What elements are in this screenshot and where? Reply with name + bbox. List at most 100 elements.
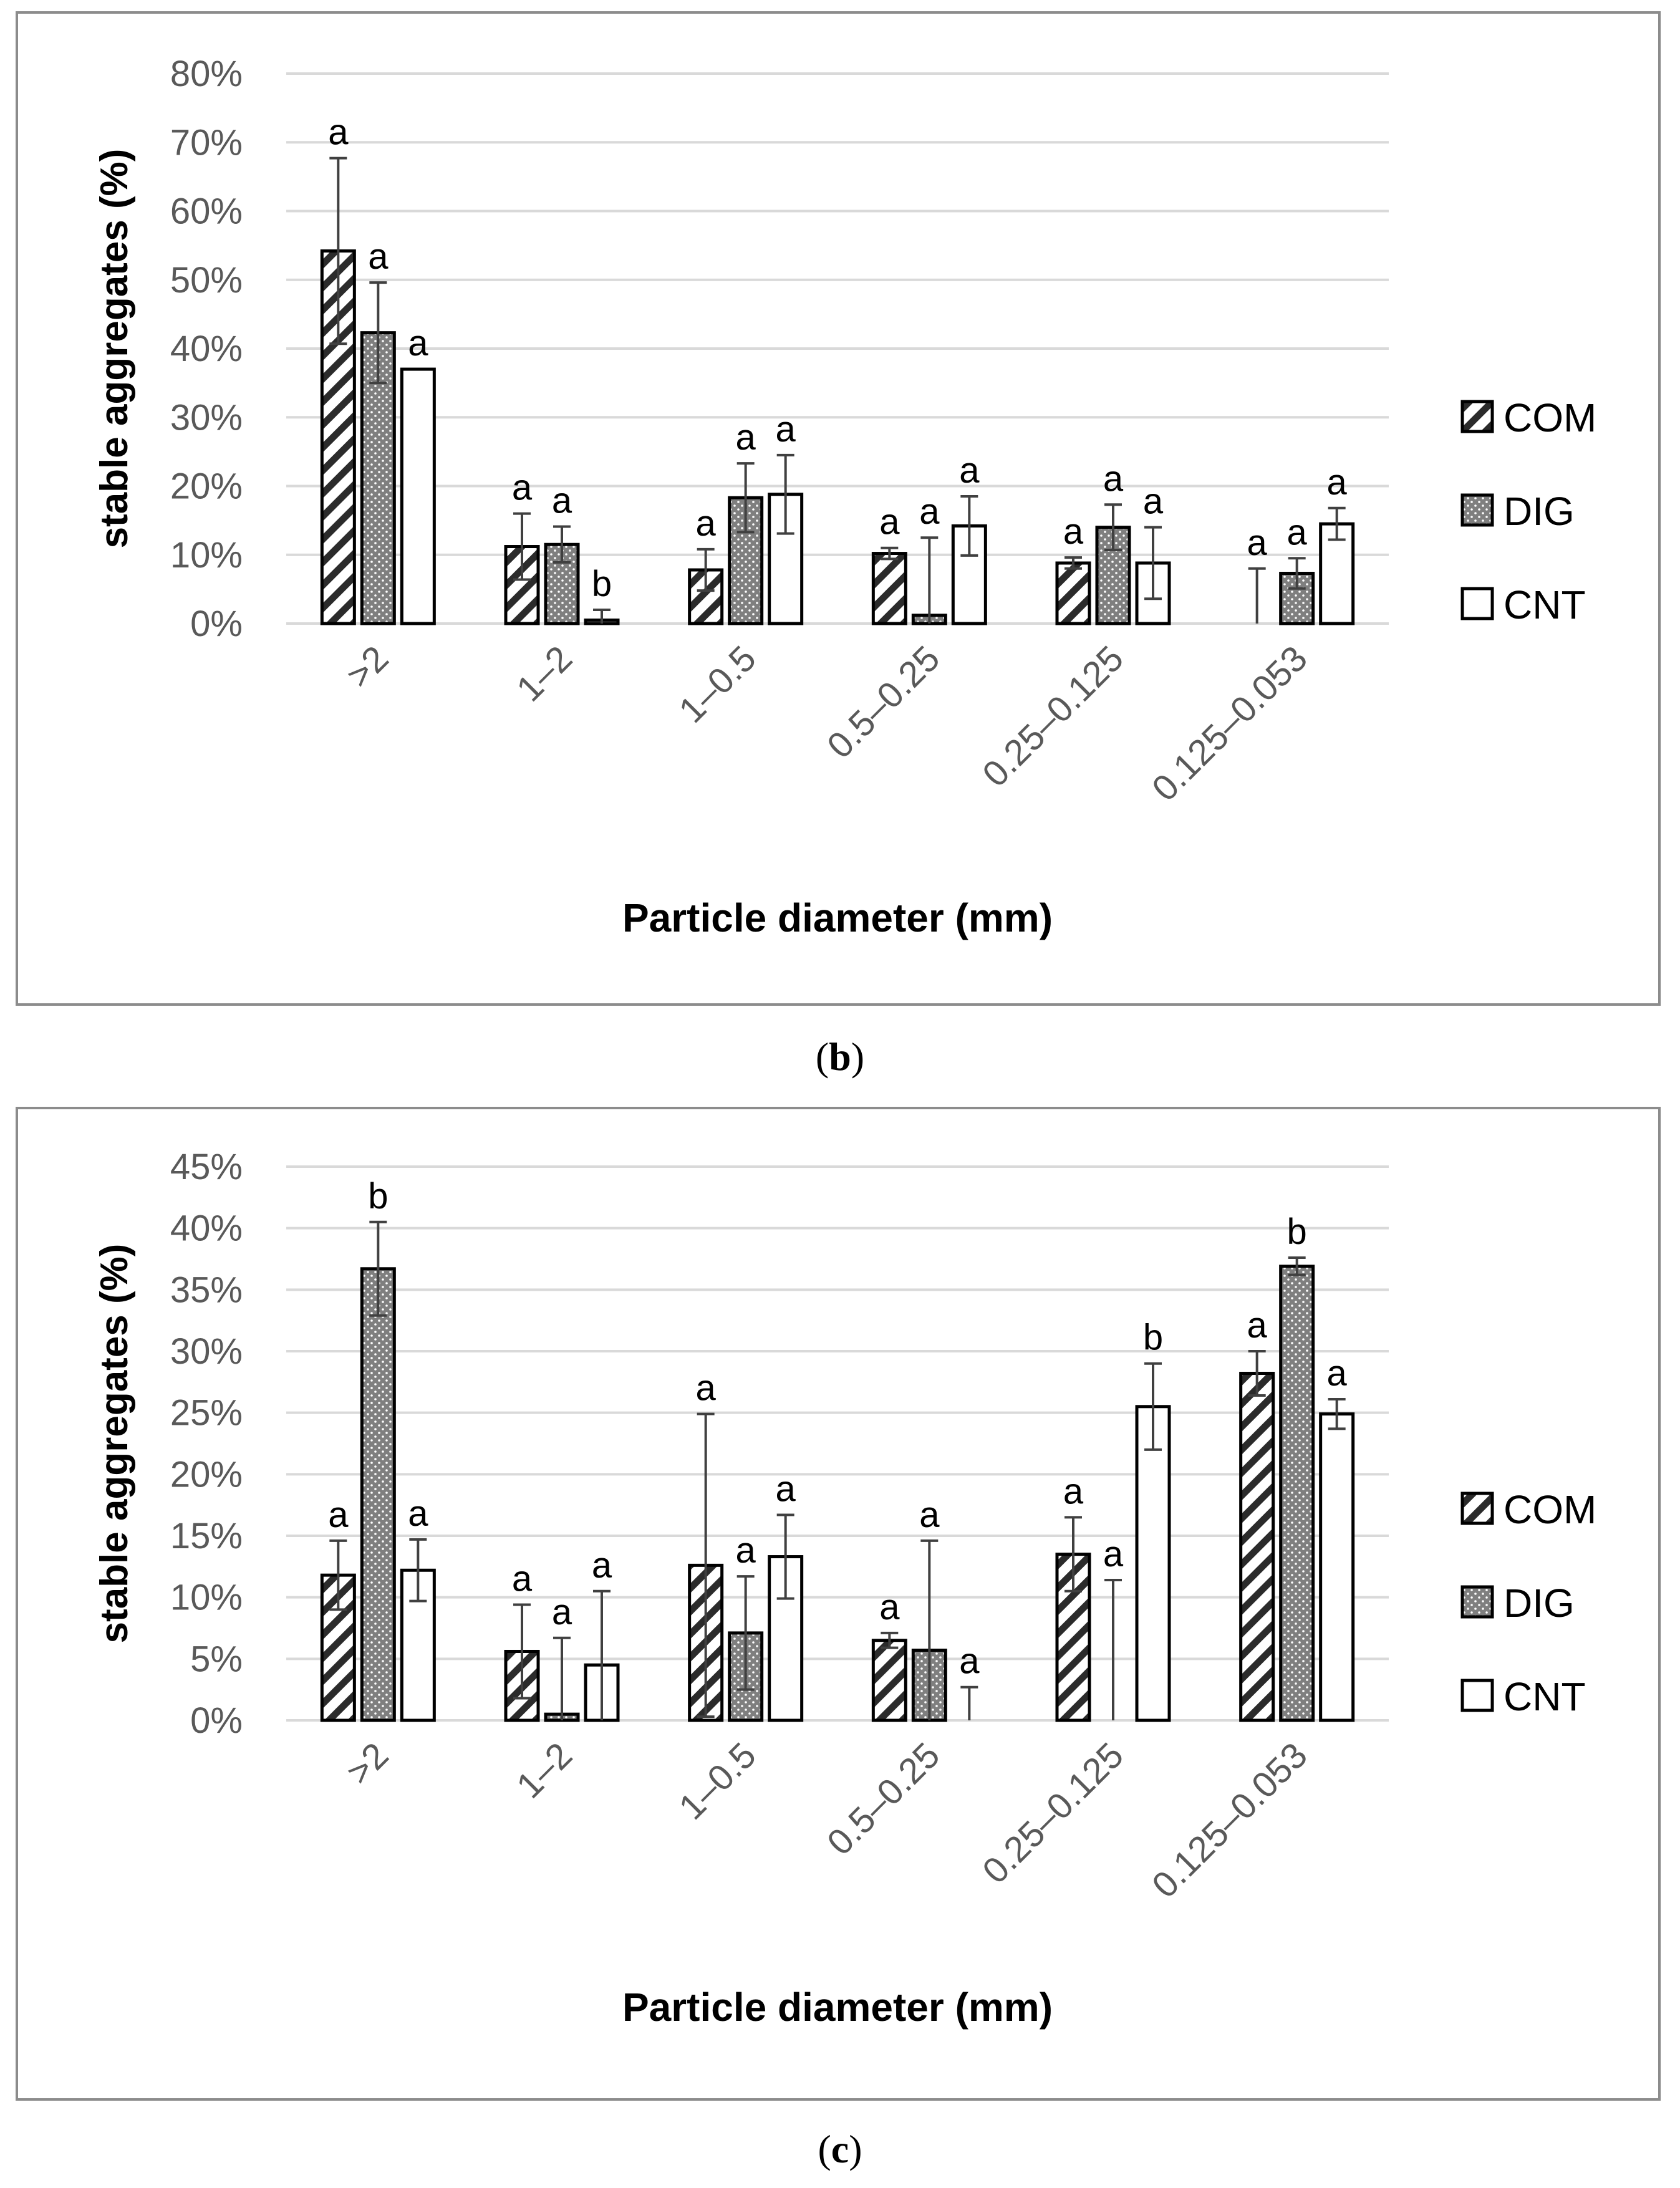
significance-letter: a [328,1495,349,1535]
significance-letter: a [736,1530,756,1571]
chart-panel-c: 0% 5% 10% 15% 20% 25% 30% 35% 40% 45% stable aggre… [16,1107,1661,2101]
y-tick-label: 15% [170,1516,243,1556]
chart-panel-b: 0% 10% 20% 30% 40% 50% 60% 70% 80% stable aggrega… [16,11,1661,1006]
y-tick-label: 30% [170,1331,243,1372]
x-tick-label: 1–0.5 [671,638,764,731]
y-tick-label: 50% [170,260,243,301]
y-tick-label: 80% [170,54,243,94]
y-tick-label: 45% [170,1147,243,1187]
legend-label-dig: DIG [1504,489,1575,534]
significance-letter: b [592,564,612,604]
significance-letter: a [1143,481,1164,522]
significance-letter: a [879,502,900,542]
y-tick-label: 5% [190,1639,243,1679]
y-axis-title: stable aggregates (%) [93,1244,136,1644]
significance-letter: a [696,1368,717,1409]
significance-letter: a [776,409,796,450]
x-axis-title: Particle diameter (mm) [622,1985,1053,2030]
caption-b-close: ) [851,1034,865,1079]
caption-c-letter: c [831,2127,849,2171]
bar-dig [360,1267,396,1722]
y-tick-label: 60% [170,191,243,232]
bar-cnt [1135,1405,1171,1722]
caption-c-open: ( [818,2127,831,2171]
y-tick-label: 35% [170,1270,243,1310]
significance-letter: a [736,417,756,458]
legend-swatch-cnt [1460,587,1494,620]
significance-letter: a [512,1559,533,1599]
significance-letter: a [512,468,533,508]
significance-letter: a [408,1493,428,1534]
x-tick-label: 0.5–0.25 [819,1735,948,1863]
caption-c-close: ) [849,2127,862,2171]
significance-letter: a [919,491,940,532]
significance-letter: a [776,1468,796,1509]
significance-letter: a [1327,1353,1348,1394]
bar-com [1055,561,1091,625]
significance-letter: a [879,1587,900,1627]
legend-label-cnt: CNT [1504,1674,1586,1719]
significance-letter: a [552,481,572,521]
legend-label-cnt: CNT [1504,582,1586,627]
significance-letter: a [408,323,428,364]
y-tick-label: 70% [170,122,243,163]
x-tick-label: 0.5–0.25 [819,638,948,766]
significance-letter: b [1143,1318,1163,1358]
x-tick-label: 0.125–0.053 [1144,638,1315,809]
significance-letter: a [1247,523,1268,563]
legend-swatch-dig [1460,493,1494,527]
y-tick-label: 30% [170,397,243,438]
legend-swatch-cnt [1460,1679,1494,1712]
significance-letter: b [1287,1212,1307,1252]
significance-letter: a [368,236,389,277]
caption-c: (c) [0,2126,1680,2172]
caption-b: (b) [0,1034,1680,1080]
bar-com [1239,1372,1275,1722]
significance-letter: a [1247,1305,1268,1346]
x-tick-label: >2 [339,1735,397,1793]
bar-dig [1279,1265,1315,1722]
significance-letter: a [696,503,717,544]
y-tick-label: 10% [170,1578,243,1618]
y-tick-label: 0% [190,1700,243,1741]
y-tick-label: 20% [170,1454,243,1495]
x-tick-label: 0.25–0.125 [975,1735,1131,1891]
legend-swatch-dig [1460,1585,1494,1619]
chart-c-svg: 0% 5% 10% 15% 20% 25% 30% 35% 40% 45% stable aggre… [93,1147,1596,2030]
significance-letter: a [1103,1534,1124,1574]
x-tick-label: >2 [339,638,397,696]
y-tick-label: 25% [170,1393,243,1434]
y-tick-label: 10% [170,535,243,576]
caption-b-open: ( [815,1034,829,1079]
significance-letter: a [592,1545,612,1586]
legend-label-dig: DIG [1504,1581,1575,1626]
significance-letter: a [1327,462,1348,503]
y-tick-label: 0% [190,604,243,644]
chart-b-svg: 0% 10% 20% 30% 40% 50% 60% 70% 80% stable aggrega… [93,54,1596,940]
y-tick-label: 20% [170,466,243,507]
significance-letter: b [368,1176,388,1217]
legend-label-com: COM [1504,1487,1596,1532]
x-tick-label: 1–0.5 [671,1735,764,1828]
x-tick-label: 1–2 [509,1735,580,1806]
significance-letter: a [1063,511,1084,552]
x-tick-label: 0.25–0.125 [975,638,1131,794]
significance-letter: a [959,450,980,491]
x-tick-label: 0.125–0.053 [1144,1735,1315,1906]
significance-letter: a [1063,1471,1084,1511]
y-tick-label: 40% [170,329,243,369]
significance-letter: a [1103,458,1124,499]
legend-swatch-com [1460,1492,1494,1525]
y-tick-label: 40% [170,1208,243,1249]
x-tick-label: 1–2 [509,638,580,709]
significance-letter: a [552,1592,572,1632]
bar-com [871,552,907,625]
bar-cnt [1319,1412,1355,1722]
legend-label-com: COM [1504,395,1596,440]
significance-letter: a [919,1495,940,1535]
caption-b-letter: b [829,1034,851,1079]
significance-letter: a [328,112,349,153]
significance-letter: a [1287,512,1308,552]
significance-letter: a [959,1641,980,1682]
legend-swatch-com [1460,400,1494,433]
